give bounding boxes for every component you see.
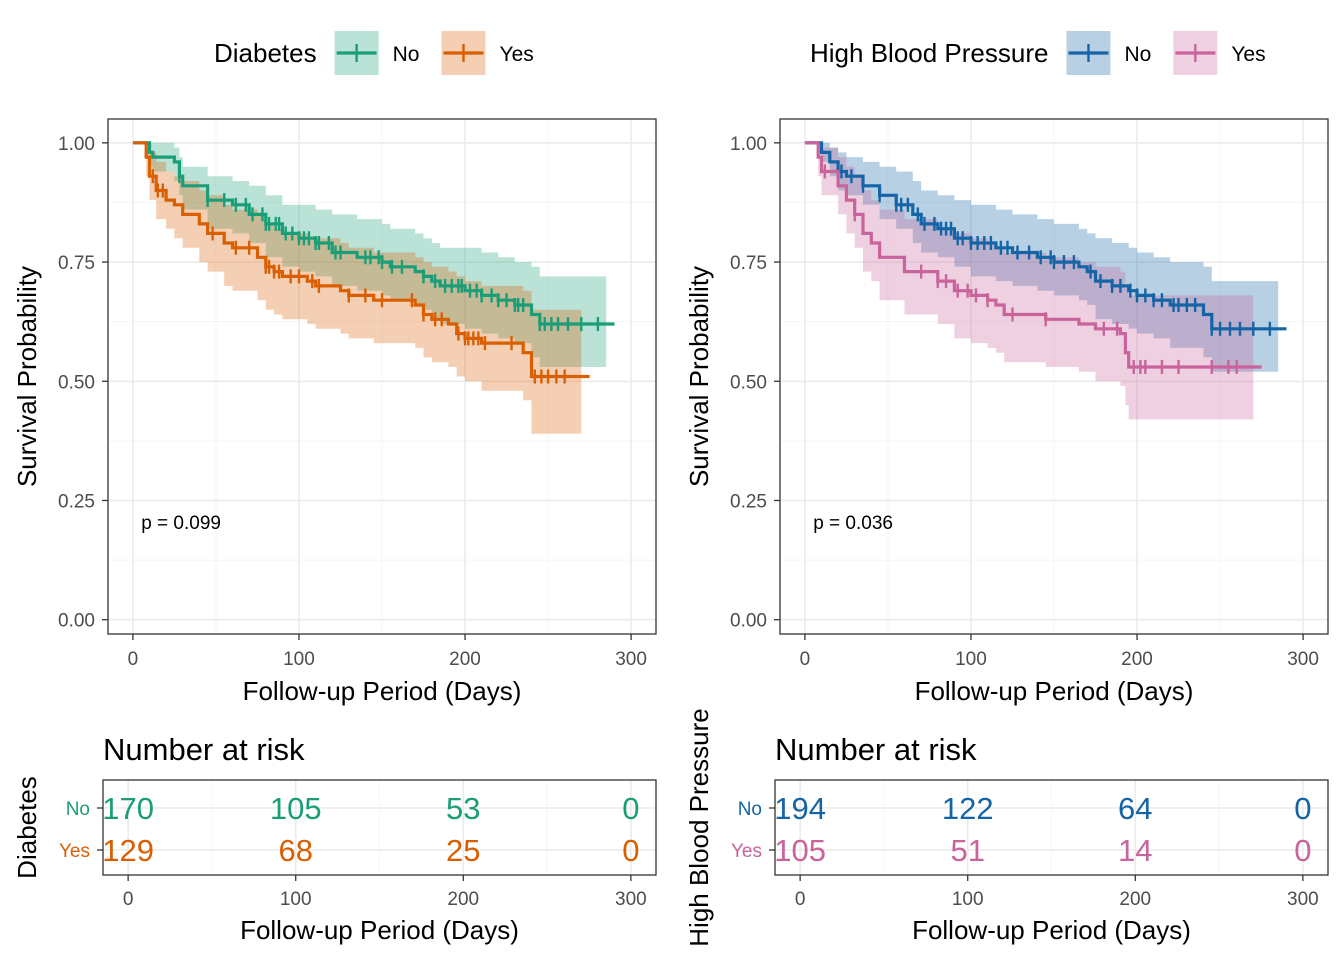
risk-count: 53 (446, 791, 480, 826)
km-panel-high-blood-pressure: 0 100 200 300 0.00 0.25 0.50 0.75 1.00 Follow-up … (684, 31, 1329, 947)
y-tick-label: 0.50 (730, 372, 767, 393)
risk-row-label-no: No (66, 799, 90, 820)
y-tick-label: 0.00 (730, 611, 767, 632)
risk-table: Number at risk No 170 105 53 0 Yes 129 68 25 0 0 100… (12, 732, 657, 945)
y-tick-label: 0.25 (58, 491, 95, 512)
risk-table-title: Number at risk (103, 732, 305, 767)
risk-count: 129 (102, 833, 154, 868)
x-tick-label: 200 (1121, 649, 1153, 670)
legend-label: Yes (499, 43, 533, 66)
x-tick-label: 0 (128, 649, 139, 670)
y-tick-label: 0.25 (730, 491, 767, 512)
risk-count: 14 (1118, 833, 1152, 868)
survival-curve-yes (132, 141, 590, 379)
legend-key-no: No (1066, 31, 1151, 75)
km-panel-diabetes: 0 100 200 300 0.00 0.25 0.50 0.75 1.00 Follow-up … (12, 31, 657, 945)
risk-count: 0 (1294, 791, 1311, 826)
legend-title: High Blood Pressure (810, 38, 1048, 68)
y-axis-title: Survival Probability (12, 266, 42, 487)
risk-x-axis-title: Follow-up Period (Days) (240, 915, 519, 945)
risk-count: 64 (1118, 791, 1152, 826)
x-tick-label: 100 (955, 649, 987, 670)
x-tick-label: 0 (800, 649, 811, 670)
risk-count: 0 (1294, 833, 1311, 868)
x-axis-title: Follow-up Period (Days) (243, 676, 522, 706)
x-tick-label: 0 (123, 889, 134, 910)
y-axis-title: Survival Probability (684, 266, 714, 487)
risk-count: 122 (942, 791, 994, 826)
risk-count: 170 (102, 791, 154, 826)
ci-band-yes (132, 142, 582, 434)
x-tick-label: 200 (1119, 889, 1151, 910)
legend-key-yes: Yes (1173, 31, 1266, 75)
risk-table-title: Number at risk (775, 732, 977, 767)
risk-count: 194 (774, 791, 826, 826)
risk-x-axis-title: Follow-up Period (Days) (912, 915, 1191, 945)
x-tick-label: 200 (447, 889, 479, 910)
y-tick-label: 0.75 (58, 253, 95, 274)
x-tick-label: 300 (615, 649, 647, 670)
risk-y-axis-title: Diabetes (12, 776, 42, 879)
ci-band-yes (804, 142, 1254, 420)
legend-key-no: No (334, 31, 420, 75)
risk-count: 68 (278, 833, 312, 868)
legend: High Blood Pressure No Yes (810, 31, 1266, 75)
risk-row-label-yes: Yes (731, 841, 762, 862)
risk-count: 0 (622, 833, 639, 868)
risk-table: Number at risk No 194 122 64 0 Yes 105 51 14 0 0 100… (684, 708, 1329, 947)
risk-count: 25 (446, 833, 480, 868)
legend-label: No (393, 43, 420, 66)
legend: Diabetes No Yes (214, 31, 534, 75)
p-value: p = 0.099 (141, 513, 221, 534)
x-tick-label: 300 (615, 889, 647, 910)
risk-count: 105 (774, 833, 826, 868)
survival-curve-yes (804, 141, 1262, 369)
legend-key-yes: Yes (441, 31, 534, 75)
x-tick-label: 300 (1287, 889, 1319, 910)
survival-curve-no (804, 141, 1287, 331)
x-axis-title: Follow-up Period (Days) (915, 676, 1194, 706)
risk-count: 0 (622, 791, 639, 826)
plot-border (107, 118, 657, 635)
plot-border (779, 118, 1329, 635)
y-tick-label: 0.75 (730, 253, 767, 274)
y-tick-label: 0.00 (58, 611, 95, 632)
x-tick-label: 0 (795, 889, 806, 910)
risk-y-axis-title: High Blood Pressure (684, 708, 714, 946)
risk-count: 105 (270, 791, 322, 826)
x-tick-label: 200 (449, 649, 481, 670)
x-tick-label: 100 (952, 889, 984, 910)
risk-table-border (102, 779, 657, 876)
risk-row-label-yes: Yes (59, 841, 90, 862)
risk-table-border (774, 779, 1329, 876)
x-tick-label: 100 (280, 889, 312, 910)
p-value: p = 0.036 (813, 513, 893, 534)
risk-row-label-no: No (738, 799, 762, 820)
x-tick-label: 100 (283, 649, 315, 670)
legend-title: Diabetes (214, 38, 317, 68)
legend-label: Yes (1231, 43, 1265, 66)
x-tick-label: 300 (1287, 649, 1319, 670)
y-tick-label: 1.00 (58, 134, 95, 155)
survival-curve-no (132, 141, 615, 326)
legend-label: No (1124, 43, 1151, 66)
y-tick-label: 1.00 (730, 134, 767, 155)
y-tick-label: 0.50 (58, 372, 95, 393)
risk-count: 51 (950, 833, 984, 868)
